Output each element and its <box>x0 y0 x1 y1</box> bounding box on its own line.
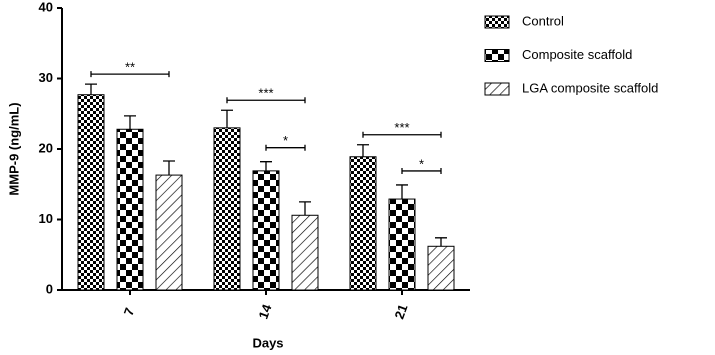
bar <box>252 170 280 291</box>
significance-bracket <box>90 71 170 78</box>
significance-label: *** <box>258 86 273 101</box>
bar <box>77 94 105 291</box>
bar <box>213 127 241 291</box>
error-bar <box>396 184 408 200</box>
bar <box>388 198 416 291</box>
significance-label: * <box>419 156 424 171</box>
error-bar <box>260 161 272 171</box>
y-tick-label: 30 <box>39 70 53 85</box>
significance-label: ** <box>125 60 135 75</box>
y-tick-label: 0 <box>46 281 53 296</box>
significance-bracket <box>265 144 306 151</box>
legend-swatch <box>484 82 510 96</box>
legend-swatch <box>484 49 510 62</box>
error-bar <box>435 237 447 247</box>
x-axis-label: Days <box>252 335 283 350</box>
significance-bracket <box>401 167 442 174</box>
error-bar <box>163 160 175 176</box>
bar <box>427 245 455 291</box>
bar <box>116 128 144 291</box>
significance-label: * <box>283 133 288 148</box>
y-tick-label: 10 <box>39 211 53 226</box>
y-tick-label: 40 <box>39 0 53 14</box>
y-axis-label: MMP-9 (ng/mL) <box>6 102 21 195</box>
error-bar <box>299 201 311 216</box>
y-tick-label: 20 <box>39 140 53 155</box>
x-tick-label: 21 <box>391 302 410 321</box>
bar <box>349 156 377 291</box>
significance-label: *** <box>394 120 409 135</box>
legend-swatch <box>484 15 510 29</box>
bar <box>291 214 319 291</box>
legend-label: Control <box>522 13 564 28</box>
x-tick-label: 14 <box>255 302 274 321</box>
error-bar <box>85 83 97 95</box>
x-tick-label: 7 <box>121 306 138 318</box>
legend-label: LGA composite scaffold <box>522 80 658 95</box>
legend-label: Composite scaffold <box>522 47 632 62</box>
significance-bracket <box>226 97 306 104</box>
significance-bracket <box>362 131 442 138</box>
error-bar <box>221 109 233 128</box>
error-bar <box>124 115 136 130</box>
bar <box>155 174 183 291</box>
error-bar <box>357 144 369 157</box>
